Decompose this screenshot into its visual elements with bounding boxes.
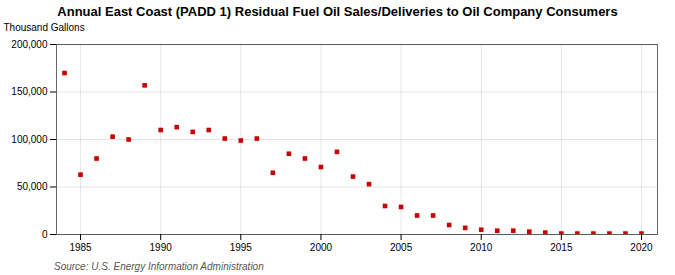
svg-text:2010: 2010 [470, 242, 493, 253]
svg-text:0: 0 [42, 229, 48, 240]
svg-text:100,000: 100,000 [11, 134, 48, 145]
svg-text:1995: 1995 [230, 242, 253, 253]
svg-text:1985: 1985 [69, 242, 92, 253]
svg-text:200,000: 200,000 [11, 39, 48, 50]
svg-text:2020: 2020 [630, 242, 653, 253]
html-text:Annual East Coast (PADD 1) Res: Annual East Coast (PADD 1) Residual Fuel… [57, 4, 618, 19]
svg-text:50,000: 50,000 [17, 181, 48, 192]
svg-text:Thousand Gallons: Thousand Gallons [4, 22, 85, 33]
svg-text:1990: 1990 [150, 242, 173, 253]
html-text:Source: U.S. Energy Informatio: Source: U.S. Energy Information Administ… [54, 261, 264, 272]
svg-text:2000: 2000 [310, 242, 333, 253]
svg-text:2005: 2005 [390, 242, 413, 253]
svg-text:2015: 2015 [550, 242, 573, 253]
svg-text:150,000: 150,000 [11, 86, 48, 97]
